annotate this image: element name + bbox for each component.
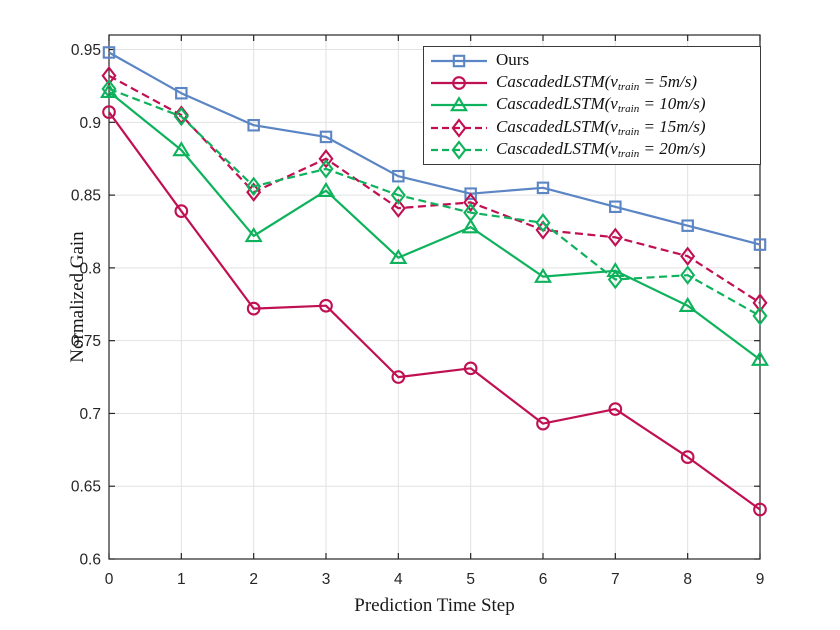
marker-square — [102, 46, 116, 59]
marker-triangle — [678, 296, 697, 312]
marker-square — [247, 118, 260, 132]
marker-diamond — [607, 269, 623, 290]
marker-circle — [319, 298, 333, 313]
marker-square — [536, 181, 550, 195]
series-line-3 — [108, 74, 761, 304]
marker-diamond — [246, 176, 262, 197]
marker-triangle — [172, 141, 191, 157]
marker-diamond — [752, 306, 768, 326]
x-tick-label: 2 — [249, 571, 258, 588]
series-line-0 — [108, 51, 761, 246]
legend-sample-line-cascadedlstm-10ms — [431, 96, 487, 112]
y-axis-title: Normalized Gain — [67, 231, 88, 363]
series-line-1 — [108, 111, 761, 511]
legend-item-cascadedlstm-10ms[interactable]: CascadedLSTM(vtrain = 10m/s) — [428, 94, 758, 116]
x-tick-label: 1 — [177, 571, 186, 588]
y-tick-label: 0.6 — [79, 552, 101, 569]
marker-triangle — [244, 227, 263, 243]
legend-label-cascadedlstm-15ms: CascadedLSTM(vtrain = 15m/s) — [496, 116, 706, 138]
marker-diamond — [390, 198, 406, 218]
marker-diamond — [680, 246, 696, 266]
marker-diamond — [451, 140, 467, 160]
marker-diamond — [607, 227, 623, 248]
marker-diamond — [463, 202, 479, 223]
marker-square — [175, 86, 188, 100]
x-tick-label: 7 — [611, 571, 620, 588]
marker-circle — [174, 204, 189, 218]
marker-triangle — [750, 350, 770, 366]
legend-label-cascadedlstm-10ms: CascadedLSTM(vtrain = 10m/s) — [496, 94, 706, 116]
marker-circle — [246, 301, 261, 316]
legend-item-cascadedlstm-20ms[interactable]: CascadedLSTM(vtrain = 20m/s) — [428, 139, 758, 161]
marker-circle — [391, 370, 406, 384]
marker-diamond — [535, 213, 551, 233]
marker-square — [392, 169, 405, 183]
marker-square — [464, 187, 477, 200]
legend-sample-line-cascadedlstm-20ms — [431, 140, 487, 160]
marker-diamond — [101, 66, 117, 86]
marker-square — [319, 130, 333, 144]
legend-item-ours[interactable]: Ours — [428, 50, 758, 72]
y-tick-label: 0.95 — [71, 42, 101, 59]
marker-diamond — [390, 185, 406, 205]
marker-circle — [102, 105, 116, 119]
plot-border — [108, 34, 761, 560]
x-tick-label: 5 — [466, 571, 475, 588]
x-tick-label: 6 — [539, 571, 548, 588]
legend-item-cascadedlstm-15ms[interactable]: CascadedLSTM(vtrain = 15m/s) — [428, 117, 758, 139]
marker-diamond — [173, 106, 189, 127]
y-tick-label: 0.8 — [79, 260, 101, 277]
marker-circle — [452, 76, 466, 91]
series-layer — [99, 46, 770, 517]
marker-circle — [753, 502, 767, 517]
series-line-2 — [108, 90, 761, 361]
marker-diamond — [752, 293, 768, 313]
legend-label-ours: Ours — [496, 50, 530, 70]
legend-item-cascadedlstm-5ms[interactable]: CascadedLSTM(vtrain = 5m/s) — [428, 72, 758, 94]
legend-sample-line-cascadedlstm-5ms — [431, 76, 487, 91]
marker-triangle — [606, 261, 625, 278]
marker-circle — [608, 402, 623, 416]
y-tick-label: 0.85 — [71, 188, 101, 205]
series-line-4 — [108, 87, 761, 317]
marker-square — [452, 54, 466, 68]
marker-triangle — [533, 267, 553, 283]
legend-sample-line-ours — [431, 54, 487, 68]
marker-square — [609, 200, 622, 214]
axis-layer — [108, 34, 761, 560]
marker-triangle — [449, 96, 469, 112]
marker-triangle — [389, 248, 408, 264]
marker-diamond — [101, 79, 117, 99]
x-tick-label: 3 — [322, 571, 331, 588]
tick-label-layer: 0 1 2 3 4 5 6 7 8 9 0.6 0.65 0.7 0.75 0.8 0.85 0.9 0.95 — [71, 42, 764, 588]
marker-diamond — [680, 265, 696, 285]
marker-diamond — [463, 192, 479, 213]
marker-circle — [536, 416, 550, 431]
legend-label-cascadedlstm-5ms: CascadedLSTM(vtrain = 5m/s) — [496, 72, 697, 94]
legend-label-cascadedlstm-20ms: CascadedLSTM(vtrain = 20m/s) — [496, 138, 706, 160]
x-axis-title: Prediction Time Step — [354, 595, 514, 616]
y-tick-label: 0.9 — [79, 115, 101, 132]
marker-diamond — [451, 117, 467, 138]
x-tick-label: 0 — [105, 571, 114, 588]
marker-diamond — [318, 159, 334, 179]
marker-square — [753, 238, 767, 251]
x-tick-label: 8 — [683, 571, 692, 588]
marker-triangle — [316, 181, 336, 197]
x-tick-label: 4 — [394, 571, 403, 588]
marker-square — [681, 219, 694, 232]
legend-sample-line-cascadedlstm-15ms — [431, 117, 487, 138]
y-tick-label: 0.65 — [71, 479, 101, 496]
legend: Ours CascadedLSTM(vtrain = 5m/s) Cascade… — [423, 46, 761, 165]
marker-diamond — [318, 149, 334, 169]
marker-triangle — [461, 218, 480, 234]
marker-circle — [680, 450, 695, 464]
y-tick-label: 0.7 — [79, 406, 101, 423]
x-tick-label: 9 — [756, 571, 765, 588]
marker-circle — [463, 361, 478, 376]
y-tick-label: 0.75 — [71, 333, 101, 350]
